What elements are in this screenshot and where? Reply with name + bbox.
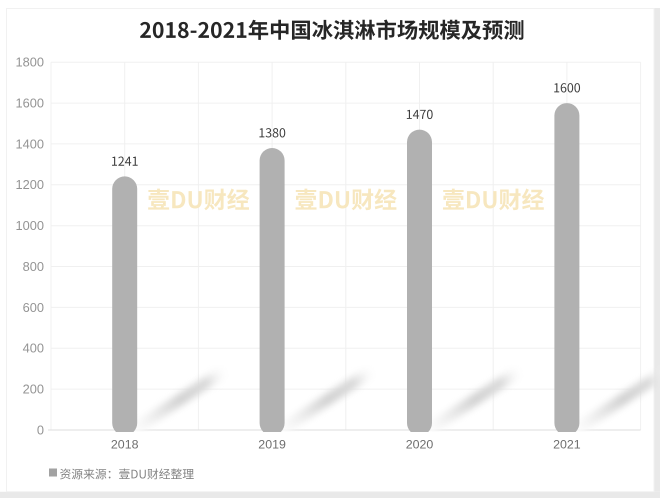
svg-text:2019: 2019 [258, 438, 286, 452]
svg-text:400: 400 [23, 341, 44, 356]
svg-text:800: 800 [23, 259, 44, 274]
svg-text:2018: 2018 [111, 438, 139, 452]
svg-text:1600: 1600 [16, 96, 44, 111]
svg-text:1000: 1000 [16, 218, 44, 233]
svg-text:0: 0 [37, 422, 44, 437]
svg-text:200: 200 [23, 382, 44, 397]
svg-text:1400: 1400 [16, 136, 44, 151]
svg-text:2021: 2021 [553, 438, 581, 452]
svg-text:2020: 2020 [406, 438, 434, 452]
svg-text:600: 600 [23, 300, 44, 315]
svg-text:1200: 1200 [16, 177, 44, 192]
svg-text:1800: 1800 [16, 55, 44, 70]
